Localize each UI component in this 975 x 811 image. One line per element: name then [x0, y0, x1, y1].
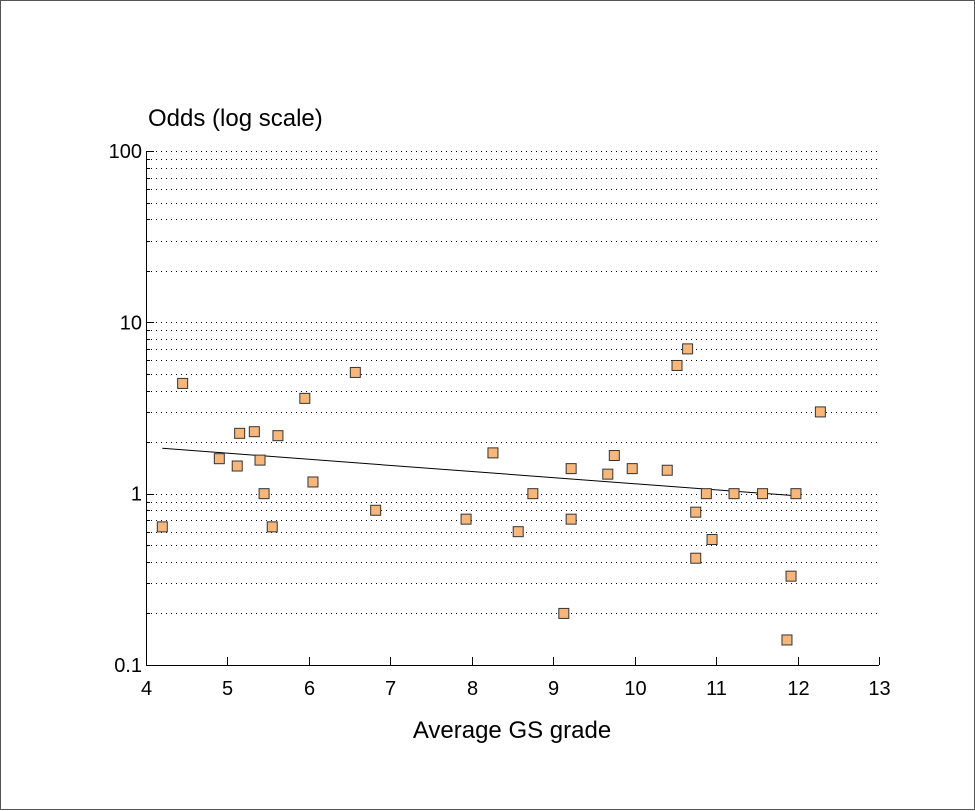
data-point — [682, 343, 694, 355]
x-axis-label: Average GS grade — [413, 717, 611, 744]
data-point — [728, 488, 740, 500]
x-tick-label: 8 — [467, 678, 478, 700]
tick-labels: 4 5 6 7 8 9 10 11 12 13 0.1 1 10 100 — [109, 141, 891, 700]
data-point — [565, 463, 577, 475]
data-point — [706, 534, 718, 546]
data-point — [690, 506, 702, 518]
data-point — [785, 570, 797, 582]
data-point — [602, 468, 614, 480]
x-tick-label: 4 — [141, 678, 152, 700]
data-point — [565, 513, 577, 525]
data-point — [234, 427, 246, 439]
trend-line — [162, 447, 798, 497]
x-tick-label: 12 — [787, 678, 809, 700]
gridlines — [146, 151, 879, 614]
data-point — [254, 454, 266, 466]
y-tick-label: 100 — [109, 141, 142, 163]
data-point — [661, 464, 673, 476]
y-tick-label: 1 — [131, 484, 142, 506]
data-point — [307, 476, 319, 488]
data-point — [177, 377, 189, 389]
data-point — [757, 488, 769, 500]
data-point — [370, 504, 382, 516]
data-point — [671, 359, 683, 371]
data-point — [349, 366, 361, 378]
data-point — [700, 488, 712, 500]
data-point — [487, 447, 499, 459]
data-point — [608, 450, 620, 462]
data-point — [266, 521, 278, 533]
data-point — [299, 392, 311, 404]
data-point — [527, 488, 539, 500]
data-point — [558, 607, 570, 619]
x-tick-label: 7 — [385, 678, 396, 700]
data-point — [626, 463, 638, 475]
data-point — [814, 406, 826, 418]
x-tick-label: 13 — [868, 678, 890, 700]
data-point — [690, 552, 702, 564]
data-point — [156, 521, 168, 533]
data-point — [272, 430, 284, 442]
data-point — [213, 453, 225, 465]
data-point — [460, 513, 472, 525]
x-tick-label: 10 — [624, 678, 646, 700]
axes — [146, 151, 880, 666]
y-axis-label: Odds (log scale) — [148, 105, 323, 132]
x-tick-label: 9 — [548, 678, 559, 700]
data-points — [156, 343, 826, 646]
data-point — [790, 488, 802, 500]
x-tick-label: 11 — [706, 678, 727, 700]
x-tick-label: 6 — [304, 678, 315, 700]
x-tick-label: 5 — [222, 678, 233, 700]
y-tick-label: 0.1 — [114, 655, 142, 677]
data-point — [512, 526, 524, 538]
data-point — [258, 488, 270, 500]
data-point — [781, 634, 793, 646]
data-point — [231, 460, 243, 472]
data-point — [248, 426, 260, 438]
y-tick-label: 10 — [120, 312, 142, 334]
